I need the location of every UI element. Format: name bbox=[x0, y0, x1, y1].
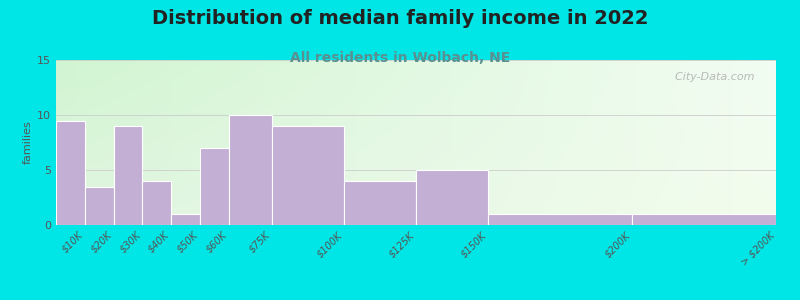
Bar bbox=[488, 214, 632, 225]
Bar bbox=[114, 126, 142, 225]
Bar bbox=[200, 148, 229, 225]
Bar bbox=[85, 187, 114, 225]
Bar bbox=[142, 181, 171, 225]
Bar bbox=[632, 214, 776, 225]
Text: All residents in Wolbach, NE: All residents in Wolbach, NE bbox=[290, 51, 510, 65]
Bar bbox=[200, 148, 229, 225]
Bar bbox=[171, 214, 200, 225]
Bar bbox=[171, 214, 200, 225]
Y-axis label: families: families bbox=[23, 121, 33, 164]
Bar bbox=[229, 115, 272, 225]
Text: City-Data.com: City-Data.com bbox=[668, 71, 754, 82]
Bar bbox=[488, 214, 632, 225]
Text: Distribution of median family income in 2022: Distribution of median family income in … bbox=[152, 9, 648, 28]
Bar bbox=[344, 181, 416, 225]
Bar bbox=[272, 126, 344, 225]
Bar bbox=[142, 181, 171, 225]
Bar bbox=[416, 170, 488, 225]
Bar bbox=[229, 115, 272, 225]
Bar bbox=[416, 170, 488, 225]
Bar bbox=[632, 214, 776, 225]
Bar bbox=[344, 181, 416, 225]
Bar bbox=[56, 121, 85, 225]
Bar bbox=[272, 126, 344, 225]
Bar bbox=[114, 126, 142, 225]
Bar bbox=[56, 121, 85, 225]
Bar bbox=[85, 187, 114, 225]
